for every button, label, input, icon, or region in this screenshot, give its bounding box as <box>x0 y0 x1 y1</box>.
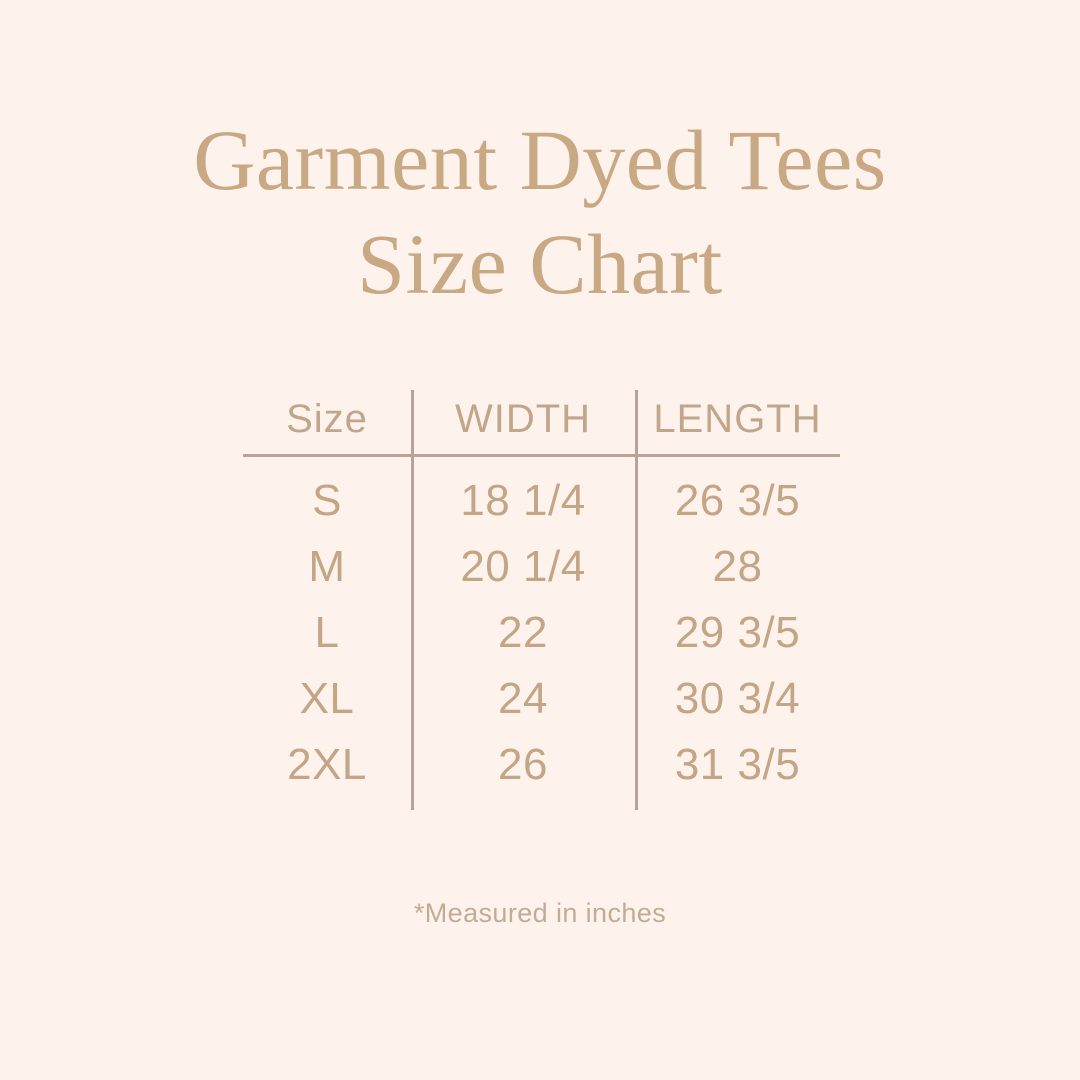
header-underline <box>243 454 840 457</box>
cell-width: 26 <box>498 740 548 789</box>
cell-width: 24 <box>498 674 548 723</box>
size-table: Size WIDTH LENGTH S 18 1/4 26 3/5 M 20 1… <box>243 380 840 820</box>
cell-length: 26 3/5 <box>674 476 801 525</box>
cell-size: XL <box>299 674 355 723</box>
table-row: M 20 1/4 28 <box>243 534 840 600</box>
cell-length: 31 3/5 <box>674 740 801 789</box>
title-line-1: Garment Dyed Tees <box>193 112 887 208</box>
table-row: S 18 1/4 26 3/5 <box>243 468 840 534</box>
cell-width: 20 1/4 <box>460 542 586 591</box>
column-divider-width-length <box>635 390 638 810</box>
cell-length: 29 3/5 <box>674 608 801 657</box>
cell-length: 30 3/4 <box>674 674 801 723</box>
measurement-note: *Measured in inches <box>413 898 667 928</box>
cell-size: 2XL <box>287 740 367 789</box>
cell-size: L <box>314 608 340 657</box>
title-line-2: Size Chart <box>357 216 723 312</box>
column-header-length: LENGTH <box>653 396 822 441</box>
cell-width: 22 <box>498 608 548 657</box>
table-row: 2XL 26 31 3/5 <box>243 732 840 798</box>
column-header-size: Size <box>286 396 368 441</box>
cell-size: S <box>312 476 342 525</box>
cell-length: 28 <box>712 542 763 591</box>
column-header-width: WIDTH <box>454 396 592 441</box>
column-divider-size-width <box>411 390 414 810</box>
cell-size: M <box>308 542 346 591</box>
cell-width: 18 1/4 <box>460 476 586 525</box>
page-title: Garment Dyed Tees Size Chart <box>0 108 1080 316</box>
table-header-row: Size WIDTH LENGTH <box>243 388 840 450</box>
table-row: XL 24 30 3/4 <box>243 666 840 732</box>
table-row: L 22 29 3/5 <box>243 600 840 666</box>
